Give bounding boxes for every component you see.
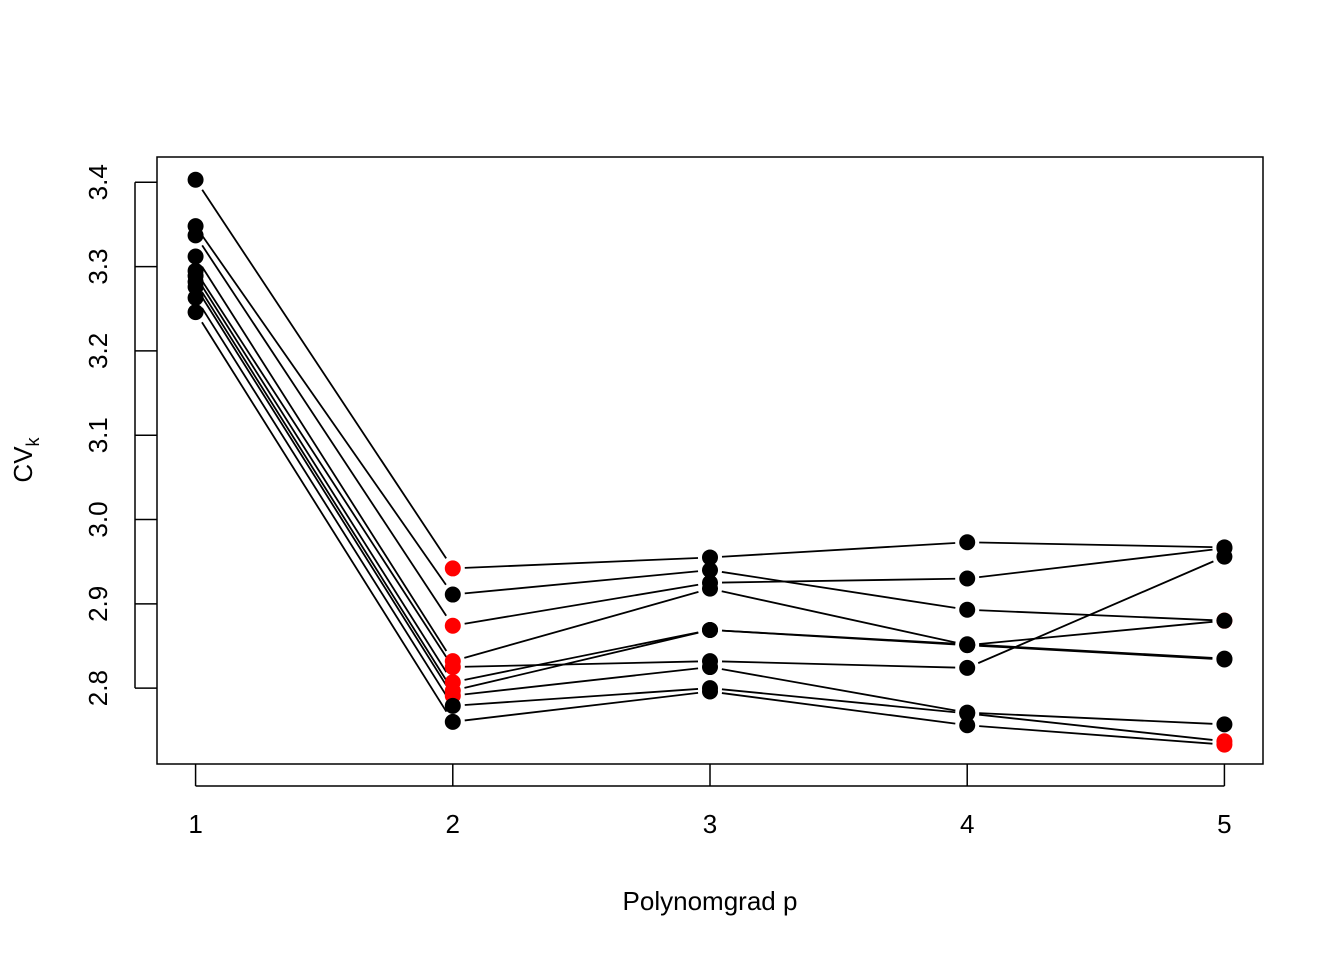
min-point [444,617,461,634]
data-point [959,534,976,551]
data-point [187,171,204,188]
series-2-segment [201,235,447,586]
data-point [959,659,976,676]
y-axis-label-main: CV [8,446,38,483]
series-1-segment [721,542,956,558]
series-8-segment [979,712,1213,725]
min-point [444,560,461,577]
data-point [187,289,204,306]
series-3-segment [979,548,1213,579]
series-5-segment [201,280,448,658]
y-tick-label: 2.9 [83,586,113,622]
series-9-segment [464,688,699,706]
y-tick-label: 3.1 [83,417,113,453]
series-6-segment [464,631,699,681]
data-point [1216,716,1233,733]
data-point [187,227,204,244]
min-point [1216,736,1233,753]
series-lines [201,189,1214,745]
data-point [959,705,976,722]
data-point [959,601,976,618]
series-7-segment [721,629,956,646]
data-point [702,659,718,676]
series-10-segment [464,692,699,722]
series-3-segment [464,583,699,625]
series-1-segment [201,189,447,559]
y-axis: 2.8 2.9 3.0 3.1 3.2 3.3 3.4 [83,164,157,706]
series-6-segment [201,285,448,673]
y-axis-label-subscript: k [23,436,43,446]
data-point [1216,548,1233,565]
series-points [187,171,1233,753]
x-tick-label: 3 [703,809,717,839]
min-point [444,659,461,676]
series-2-segment [464,570,699,595]
series-4-segment [721,590,956,644]
series-10-segment [979,725,1213,745]
series-5-segment [464,660,699,668]
series-1-segment [979,541,1213,548]
data-point [702,549,718,566]
data-point [187,304,204,321]
y-axis-label: CVk [8,436,43,482]
series-7-segment [201,291,448,681]
data-point [444,697,461,714]
data-point [702,621,718,638]
series-5-segment [721,660,956,669]
series-10-segment [201,321,448,713]
series-7-segment [464,631,699,689]
series-1-segment [464,557,699,569]
series-2-segment [721,571,956,609]
series-3-segment [721,577,956,584]
y-tick-label: 3.4 [83,164,113,200]
data-point [959,717,976,734]
x-axis: 1 2 3 4 5 [188,764,1232,839]
x-tick-label: 5 [1217,809,1231,839]
data-point [702,562,718,579]
data-point [444,586,461,603]
data-point [187,278,204,295]
series-3-segment [201,244,447,617]
series-9-segment [979,713,1213,741]
data-point [187,248,204,265]
data-point [1216,612,1233,629]
data-point [959,637,976,654]
series-4-segment [201,266,448,652]
x-tick-label: 2 [446,809,460,839]
series-8-segment [464,667,699,696]
x-axis-label: Polynomgrad p [623,886,798,916]
series-9-segment [201,307,448,697]
y-tick-label: 3.2 [83,333,113,369]
data-point [1216,651,1233,668]
series-8-segment [201,296,448,687]
y-tick-label: 3.0 [83,501,113,537]
series-2-segment [979,609,1213,622]
series-4-segment [979,620,1213,645]
y-tick-label: 3.3 [83,249,113,285]
data-point [702,580,718,597]
series-10-segment [721,692,956,725]
series-4-segment [464,591,699,659]
series-8-segment [721,668,956,712]
x-tick-label: 4 [960,809,974,839]
y-tick-label: 2.8 [83,670,113,706]
series-5-segment [977,560,1214,664]
data-point [959,570,976,587]
x-tick-label: 1 [188,809,202,839]
series-7-segment [979,644,1213,660]
series-9-segment [721,688,956,714]
data-point [702,683,718,700]
data-point [444,713,461,730]
